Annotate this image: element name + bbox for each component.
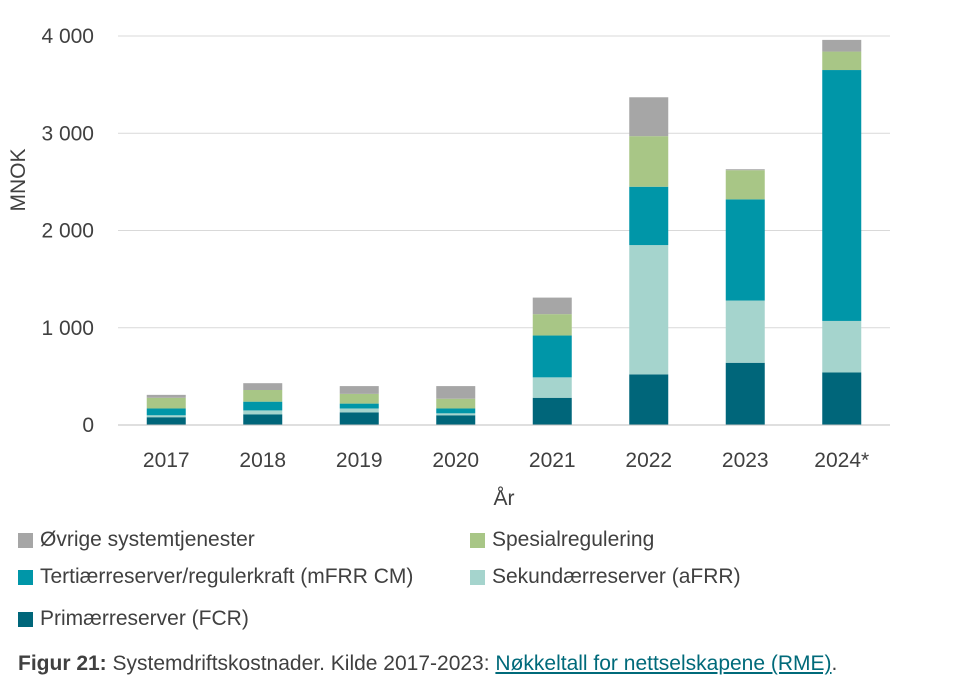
x-tick-label: 2020 xyxy=(432,449,479,472)
bar-segment xyxy=(822,70,862,321)
bar-segment xyxy=(243,383,283,390)
bar-segment xyxy=(725,199,765,301)
bar-segment xyxy=(822,372,862,425)
bar-segment xyxy=(629,245,669,375)
x-tick-label: 2022 xyxy=(625,449,672,472)
bar-segment xyxy=(629,374,669,425)
chart-legend: Øvrige systemtjenester Spesialregulering T… xyxy=(18,528,948,638)
x-tick-label: 2024* xyxy=(814,449,869,472)
y-axis-title: MNOK xyxy=(7,149,30,212)
bar-segment xyxy=(532,297,572,315)
bar-segment xyxy=(146,397,186,409)
bar-segment xyxy=(146,415,186,418)
bar-segment xyxy=(146,408,186,416)
y-tick-label: 2 000 xyxy=(41,220,94,243)
y-tick-label: 1 000 xyxy=(41,317,94,340)
bar-segment xyxy=(146,394,186,398)
x-axis-title: År xyxy=(494,487,515,510)
stacked-bar-chart: 0 1 000 2 000 3 000 4 000 2017 2018 2019 2020 202… xyxy=(7,25,890,510)
caption-end: . xyxy=(831,652,838,675)
bar-segment xyxy=(725,170,765,200)
bar-segment xyxy=(243,389,283,402)
legend-item: Primærreserver (FCR) xyxy=(18,607,249,631)
bar-segment xyxy=(243,401,283,411)
legend-item: Øvrige systemtjenester xyxy=(18,528,255,552)
legend-item: Spesialregulering xyxy=(470,528,654,552)
legend-label: Sekundærreserver (aFRR) xyxy=(492,565,741,588)
bar-segment xyxy=(436,386,476,399)
legend-swatch xyxy=(18,569,33,585)
bar-segment xyxy=(532,397,572,425)
bar-segment xyxy=(436,398,476,409)
legend-label: Primærreserver (FCR) xyxy=(40,607,249,630)
bar-segment xyxy=(532,377,572,398)
x-tick-label: 2019 xyxy=(336,449,383,472)
bar-segment xyxy=(339,403,379,409)
bar-segment xyxy=(629,186,669,246)
bar-segment xyxy=(725,300,765,363)
y-tick-label: 0 xyxy=(82,414,94,437)
x-tick-label: 2021 xyxy=(529,449,576,472)
bar-segment xyxy=(146,417,186,425)
bar-segment xyxy=(339,412,379,425)
legend-swatch xyxy=(18,611,33,627)
caption-text: Systemdriftskostnader. Kilde 2017-2023: xyxy=(106,652,496,675)
x-tick-label: 2023 xyxy=(722,449,769,472)
caption-label: Figur 21: xyxy=(18,652,107,675)
x-tick-label: 2018 xyxy=(239,449,286,472)
legend-swatch xyxy=(470,532,485,548)
legend-swatch xyxy=(18,532,33,548)
bar-segment xyxy=(629,136,669,187)
caption-source-link[interactable]: Nøkkeltall for nettselskapene (RME) xyxy=(495,652,832,675)
bar-segment xyxy=(532,335,572,378)
x-tick-label: 2017 xyxy=(143,449,190,472)
y-tick-label: 4 000 xyxy=(41,25,94,48)
bar-segment xyxy=(822,39,862,52)
bar-segment xyxy=(629,97,669,137)
legend-swatch xyxy=(470,569,485,585)
bar-segment xyxy=(243,414,283,425)
bar-segment xyxy=(339,393,379,404)
legend-item: Tertiærreserver/regulerkraft (mFRR CM) xyxy=(18,565,413,589)
bar-segment xyxy=(822,320,862,373)
y-tick-label: 3 000 xyxy=(41,122,94,145)
legend-label: Tertiærreserver/regulerkraft (mFRR CM) xyxy=(40,565,414,588)
bar-segment xyxy=(436,408,476,414)
bar-segment xyxy=(725,169,765,171)
bar-segment xyxy=(339,408,379,413)
legend-label: Øvrige systemtjenester xyxy=(40,528,255,551)
bar-segment xyxy=(532,314,572,336)
bar-segment xyxy=(339,386,379,394)
figure-caption: Figur 21: Systemdriftskostnader. Kilde 2… xyxy=(18,652,837,676)
bar-segment xyxy=(822,51,862,71)
bar-segment xyxy=(436,413,476,416)
legend-label: Spesialregulering xyxy=(492,528,655,551)
bar-segment xyxy=(725,362,765,425)
legend-item: Sekundærreserver (aFRR) xyxy=(470,565,741,589)
bar-segment xyxy=(243,410,283,415)
bar-segment xyxy=(436,415,476,425)
